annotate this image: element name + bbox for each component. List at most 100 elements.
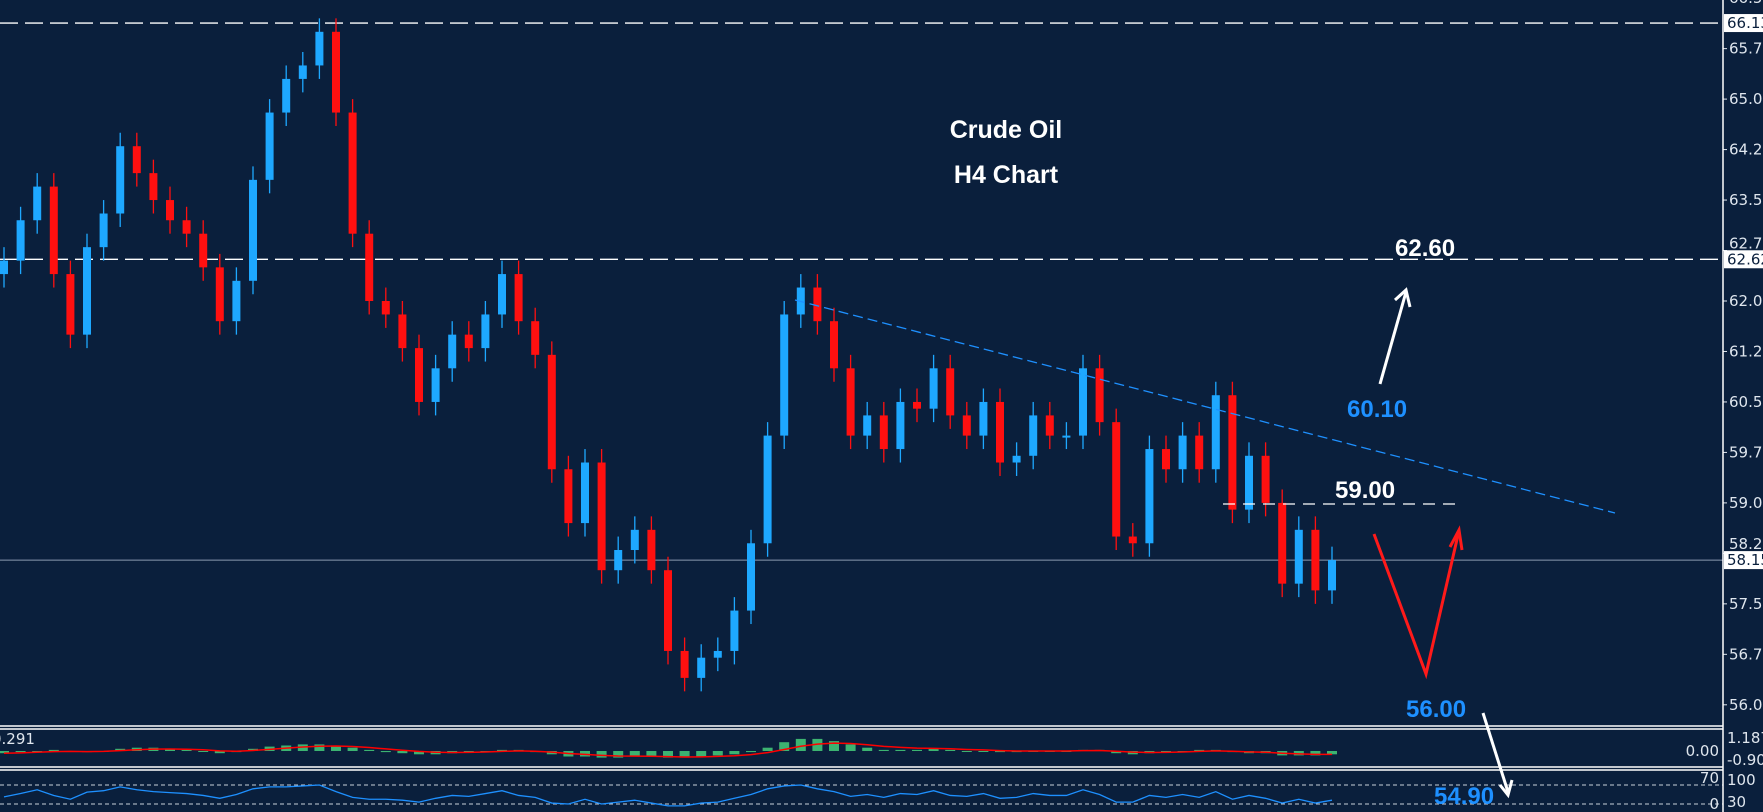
candle: [132, 132, 141, 187]
candle: [896, 388, 905, 463]
macd-histogram-bar: [862, 747, 873, 751]
annotation-56-00: 56.00: [1406, 696, 1466, 723]
candle-body: [730, 610, 739, 651]
candle-body: [581, 462, 589, 524]
chart-title: Crude Oil: [950, 116, 1063, 144]
candle-body: [979, 401, 988, 436]
candle-body: [1261, 455, 1270, 503]
candle: [1029, 401, 1038, 470]
macd-histogram-bar: [762, 747, 773, 751]
candle-body: [697, 657, 706, 678]
candle: [913, 388, 921, 423]
macd-tick-label: 0.00: [1686, 742, 1719, 760]
candle: [298, 51, 307, 93]
candle-body: [365, 233, 374, 301]
candle: [49, 173, 58, 288]
candle-body: [630, 529, 639, 551]
macd-histogram-bar: [995, 751, 1005, 753]
candle: [1211, 381, 1220, 483]
macd-tick-label: 1.187: [1727, 729, 1763, 747]
candle: [33, 173, 42, 234]
candle-body: [713, 650, 722, 658]
candle: [514, 260, 523, 335]
y-tick-label: 56.00: [1729, 696, 1763, 714]
candle: [83, 233, 91, 349]
candle-body: [265, 112, 274, 180]
macd-histogram-bar: [961, 751, 972, 752]
macd-signal-line: [3, 742, 1333, 758]
v-shape-projection-arrow: [1372, 525, 1464, 680]
macd-histogram-bar: [912, 749, 922, 751]
macd-histogram-bar: [613, 751, 624, 758]
candle-body: [1294, 529, 1303, 584]
price-marker-label: 66.13: [1727, 14, 1763, 32]
candle-body: [315, 31, 324, 66]
candle: [1095, 354, 1104, 436]
annotation-62-60: 62.60: [1395, 235, 1455, 262]
candle: [464, 321, 473, 362]
price-marker-box: [1724, 551, 1763, 570]
candle: [697, 644, 706, 692]
macd-histogram-bar: [1310, 751, 1321, 756]
candle-body: [564, 469, 573, 524]
candle-body: [531, 321, 540, 355]
candle: [66, 260, 75, 349]
macd-histogram-bar: [15, 751, 26, 753]
macd-histogram-bar: [198, 751, 209, 752]
candle: [1045, 401, 1054, 450]
y-tick-label: 65.00: [1729, 90, 1763, 108]
candle: [149, 159, 158, 214]
candle: [979, 388, 988, 450]
macd-histogram-bar: [696, 751, 707, 757]
candle: [431, 354, 440, 416]
candle-body: [215, 267, 224, 322]
candle: [846, 354, 855, 450]
candle-body: [929, 368, 938, 409]
candle: [99, 200, 108, 261]
candle-body: [1245, 455, 1253, 510]
candle: [1012, 442, 1021, 476]
macd-histogram-bar: [945, 749, 956, 751]
candle: [315, 18, 324, 79]
candle-body: [132, 146, 141, 174]
candle: [1294, 516, 1303, 598]
candle: [1311, 516, 1320, 604]
candle: [265, 99, 274, 194]
candle-body: [33, 186, 42, 221]
y-tick-label: 62.75: [1729, 234, 1763, 252]
candle-body: [448, 334, 457, 369]
y-tick-label: 64.25: [1729, 141, 1763, 159]
candle-body: [249, 179, 257, 281]
y-tick-label: 62.00: [1729, 292, 1763, 310]
candle: [332, 18, 340, 127]
candle: [614, 536, 623, 584]
macd-histogram-bar: [214, 751, 225, 754]
candle: [0, 247, 8, 288]
candle-body: [1195, 435, 1204, 470]
rsi-line: [3, 784, 1333, 807]
candle-body: [813, 287, 822, 322]
candle: [780, 301, 789, 450]
candle-body: [232, 280, 241, 322]
candle: [630, 516, 639, 564]
candle-body: [182, 220, 191, 234]
candle: [680, 637, 689, 692]
candle-body: [481, 314, 490, 349]
candle: [381, 287, 390, 328]
candle-body: [415, 348, 423, 402]
candle: [996, 388, 1004, 476]
candle-body: [464, 334, 473, 349]
macd-histogram-bar: [1327, 751, 1337, 755]
candle: [498, 260, 506, 328]
macd-histogram-bar: [414, 751, 424, 755]
candle-body: [680, 650, 689, 678]
candle: [1062, 422, 1071, 450]
candle-body: [780, 314, 789, 436]
candle: [232, 267, 241, 335]
macd-histogram-bar: [1111, 751, 1122, 754]
candle: [581, 449, 589, 537]
candle-body: [83, 247, 91, 335]
macd-histogram-bar: [1194, 749, 1205, 751]
candle: [664, 556, 672, 665]
